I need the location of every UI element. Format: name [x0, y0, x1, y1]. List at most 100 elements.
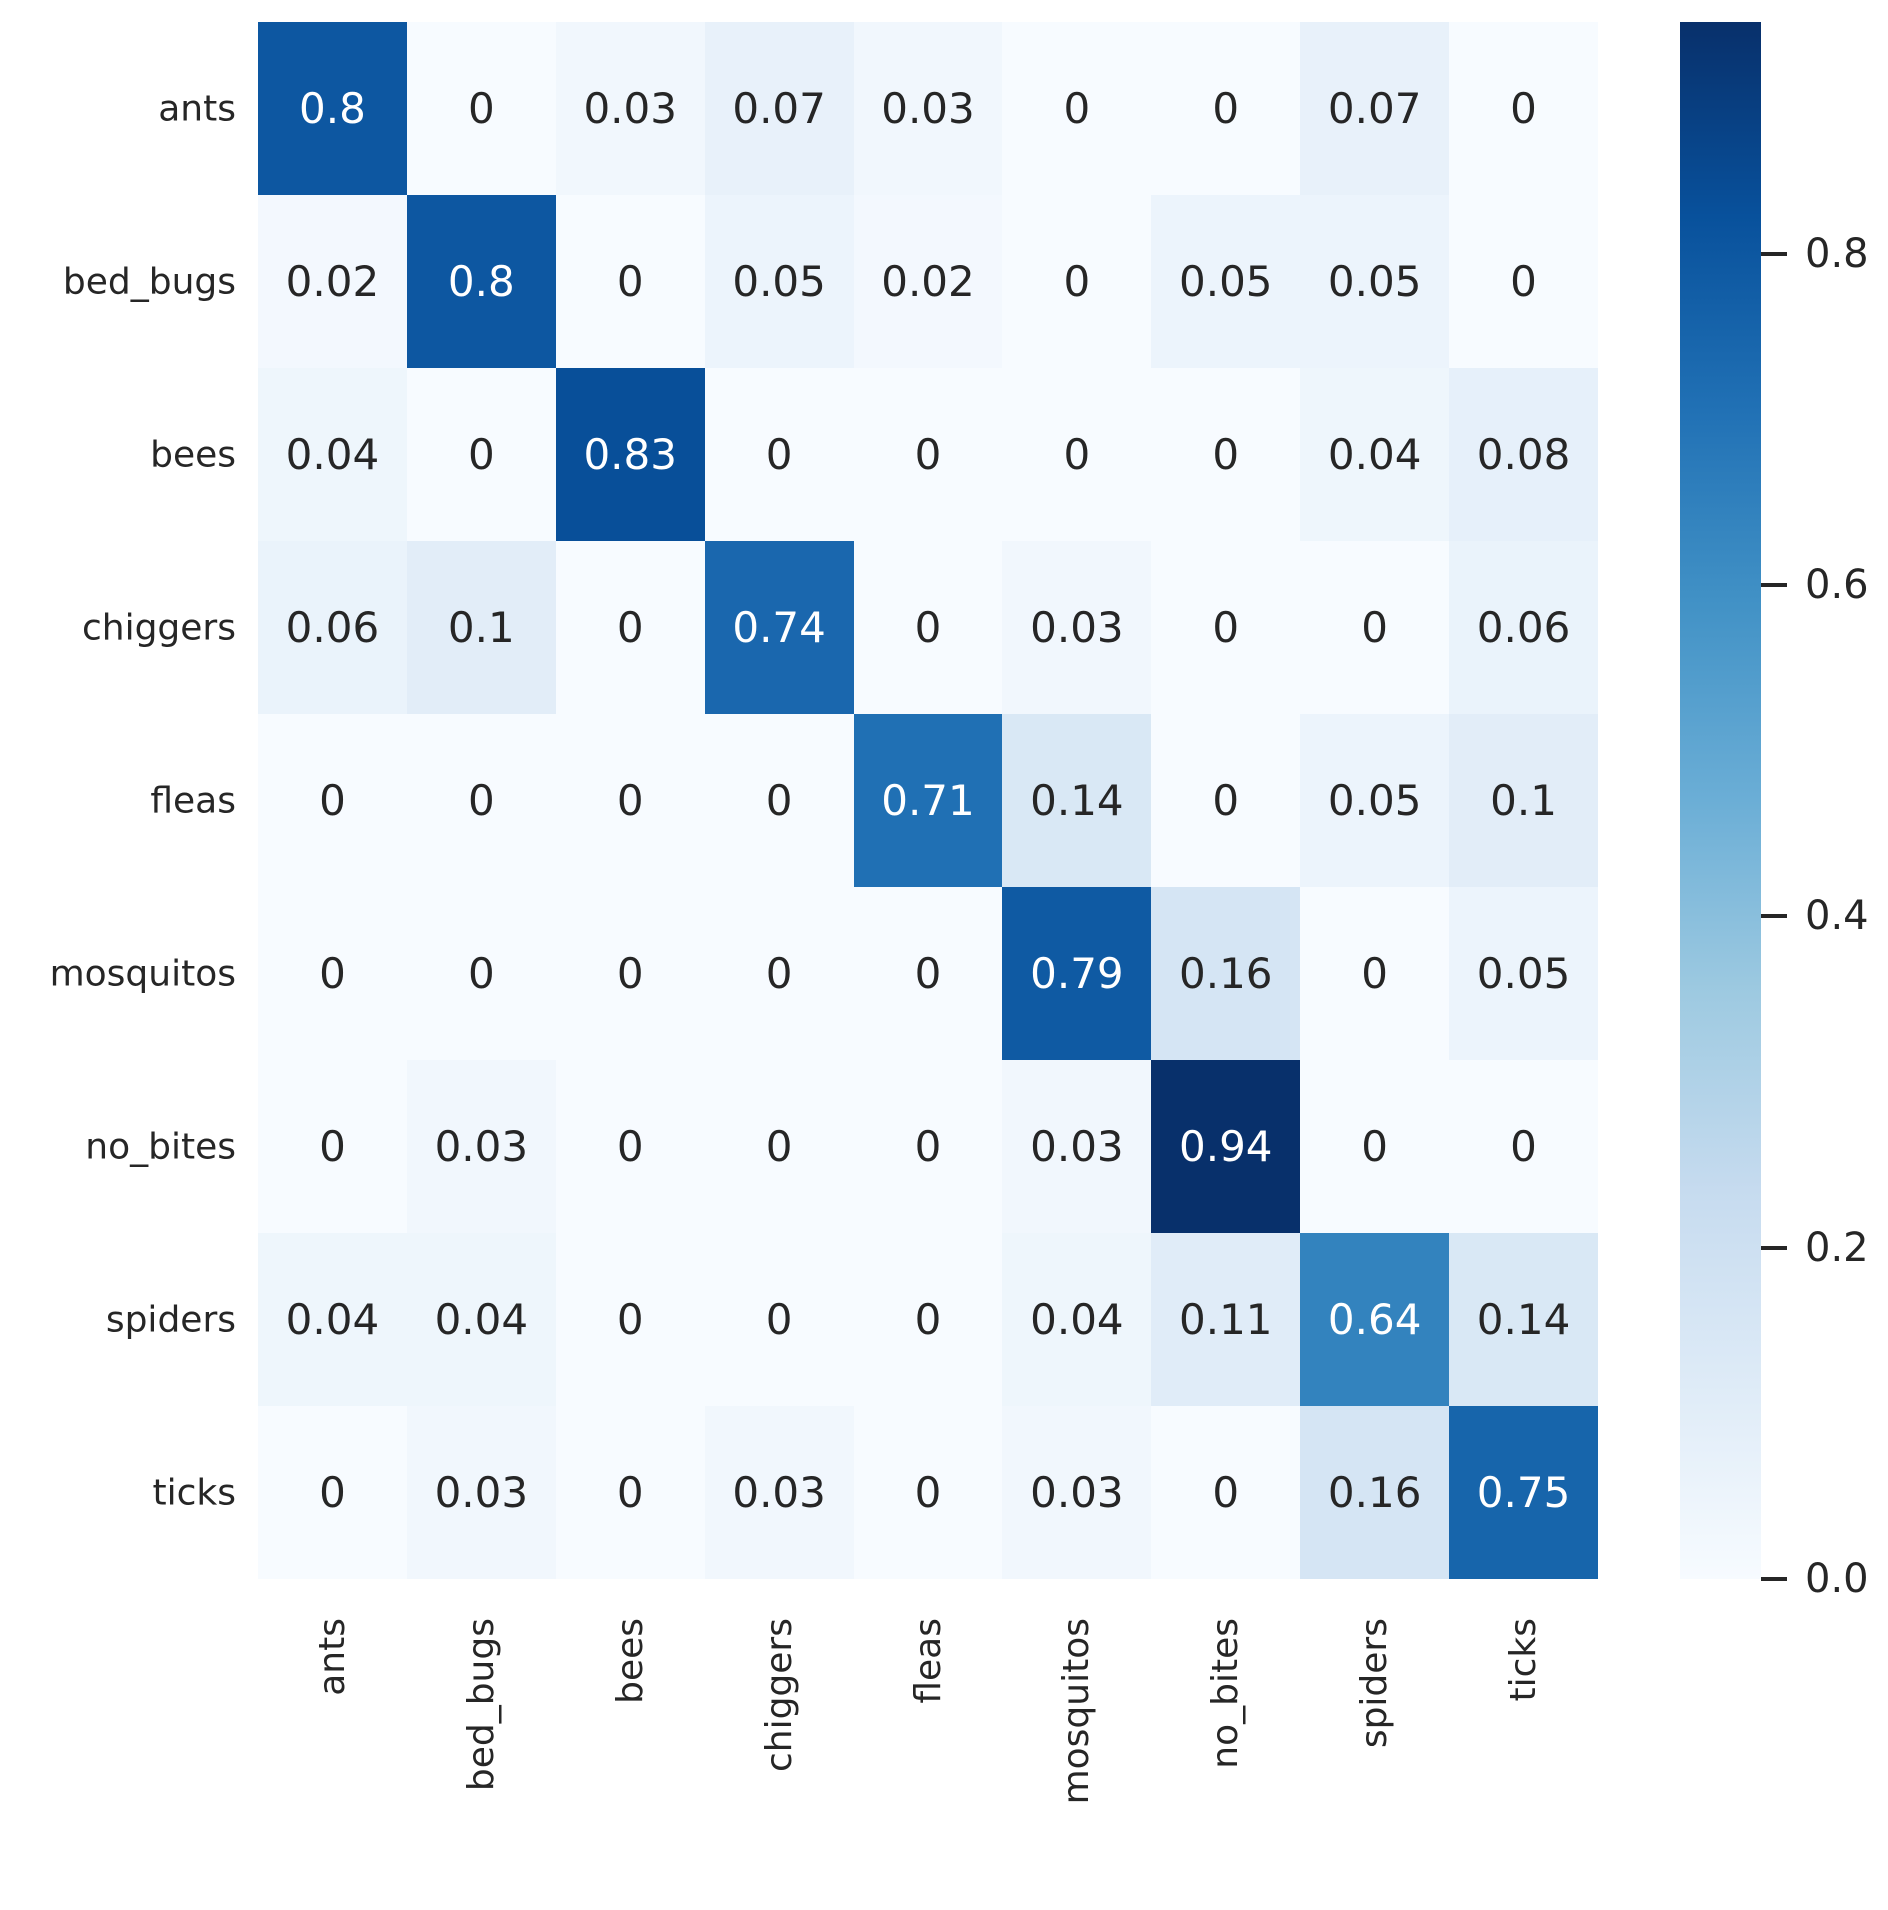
- x-tick-label-spiders: spiders: [1345, 1618, 1405, 1752]
- colorbar-ticks: 0.8 0.6 0.4 0.2 0.0: [1761, 22, 1888, 1602]
- heatmap-cell-chiggers-mosquitos: 0.03: [1002, 541, 1152, 714]
- heatmap-cell-ticks-bees: 0: [555, 1406, 705, 1579]
- cell-value: 0: [467, 948, 495, 998]
- x-tick-label-fleas: fleas: [898, 1618, 958, 1708]
- heatmap-cell-ants-bees: 0.03: [555, 22, 705, 195]
- colorbar-tick-label-0.8: 0.8: [1805, 230, 1869, 277]
- heatmap-cell-fleas-bed_bugs: 0: [406, 714, 556, 887]
- cell-value: 0.03: [1030, 1121, 1124, 1171]
- colorbar-tick-mark: [1761, 914, 1787, 919]
- heatmap-cell-bed_bugs-spiders: 0.05: [1300, 195, 1450, 368]
- y-tick-label-mosquitos: mosquitos: [49, 953, 236, 994]
- heatmap-cell-ticks-spiders: 0.16: [1300, 1406, 1450, 1579]
- heatmap-cell-spiders-bees: 0: [555, 1233, 705, 1406]
- cell-value: 0: [616, 1121, 644, 1171]
- heatmap-cell-ticks-ticks: 0.75: [1449, 1406, 1598, 1579]
- cell-value: 0: [616, 775, 644, 825]
- cell-value: 0: [914, 1294, 942, 1344]
- heatmap-cell-fleas-fleas: 0.71: [853, 714, 1003, 887]
- cell-value: 0.64: [1327, 1294, 1422, 1344]
- cell-value: 0: [319, 948, 346, 998]
- heatmap-cell-bees-mosquitos: 0: [1002, 368, 1152, 541]
- y-tick-label-spiders: spiders: [105, 1299, 236, 1340]
- cell-value: 0: [616, 602, 644, 652]
- cell-value: 0: [467, 429, 495, 479]
- heatmap-cell-chiggers-spiders: 0: [1300, 541, 1450, 714]
- colorbar-tick-mark: [1761, 1245, 1787, 1250]
- heatmap-cell-fleas-mosquitos: 0.14: [1002, 714, 1152, 887]
- heatmap-cell-ants-bed_bugs: 0: [406, 22, 556, 195]
- cell-value: 0.16: [1327, 1467, 1422, 1517]
- heatmap-cell-ticks-no_bites: 0: [1151, 1406, 1301, 1579]
- x-axis-labels: ants bed_bugs bees chiggers fleas mosquitos no…: [258, 1618, 1598, 1910]
- heatmap-cell-fleas-ticks: 0.1: [1449, 714, 1598, 887]
- heatmap-cell-bed_bugs-bees: 0: [555, 195, 705, 368]
- heatmap-grid: 0.8 0 0.03 0.07 0.03 0 0 0.07 0 0.02 0.8 0 0.05 0.02 0…: [258, 22, 1598, 1579]
- x-tick-label-text: bees: [609, 1618, 651, 1704]
- cell-value: 0: [1361, 602, 1389, 652]
- heatmap-cell-mosquitos-ticks: 0.05: [1449, 887, 1598, 1060]
- x-tick-label-text: ants: [311, 1618, 353, 1696]
- cell-value: 0.07: [1327, 83, 1422, 133]
- cell-value: 0: [1510, 1121, 1537, 1171]
- cell-value: 0: [1063, 256, 1091, 306]
- heatmap-cell-spiders-fleas: 0: [853, 1233, 1003, 1406]
- heatmap-cell-ticks-ants: 0: [258, 1406, 407, 1579]
- cell-value: 0: [616, 256, 644, 306]
- cell-value: 0: [1212, 429, 1240, 479]
- heatmap-cell-bed_bugs-ticks: 0: [1449, 195, 1598, 368]
- heatmap-cell-mosquitos-fleas: 0: [853, 887, 1003, 1060]
- heatmap-cell-ants-spiders: 0.07: [1300, 22, 1450, 195]
- cell-value: 0.05: [732, 256, 826, 306]
- heatmap-cell-bees-fleas: 0: [853, 368, 1003, 541]
- heatmap-cell-spiders-chiggers: 0: [704, 1233, 854, 1406]
- y-tick-label-bees: bees: [150, 434, 236, 475]
- cell-value: 0: [1212, 775, 1240, 825]
- y-tick-label-fleas: fleas: [150, 780, 236, 821]
- cell-value: 0: [914, 429, 942, 479]
- cell-value: 0.06: [1476, 602, 1571, 652]
- y-tick-label-ticks: ticks: [152, 1472, 236, 1513]
- heatmap-cell-bees-ants: 0.04: [258, 368, 407, 541]
- heatmap-cell-mosquitos-bed_bugs: 0: [406, 887, 556, 1060]
- cell-value: 0: [616, 1467, 644, 1517]
- cell-value: 0: [319, 775, 346, 825]
- cell-value: 0.16: [1179, 948, 1273, 998]
- cell-value: 0.02: [285, 256, 380, 306]
- cell-value: 0.06: [285, 602, 380, 652]
- heatmap-cell-ants-ants: 0.8: [258, 22, 407, 195]
- cell-value: 0.1: [1490, 775, 1557, 825]
- cell-value: 0.83: [583, 429, 677, 479]
- cell-value: 0.05: [1476, 948, 1571, 998]
- x-tick-label-text: ticks: [1503, 1618, 1545, 1702]
- cell-value: 0: [467, 775, 495, 825]
- heatmap-cell-ants-ticks: 0: [1449, 22, 1598, 195]
- x-tick-label-ants: ants: [302, 1618, 362, 1700]
- cell-value: 0: [914, 1121, 942, 1171]
- cell-value: 0: [765, 775, 793, 825]
- y-tick-label-ants: ants: [158, 88, 236, 129]
- cell-value: 0: [1212, 602, 1240, 652]
- heatmap-cell-ants-no_bites: 0: [1151, 22, 1301, 195]
- cell-value: 0.03: [1030, 1467, 1124, 1517]
- heatmap-cell-mosquitos-chiggers: 0: [704, 887, 854, 1060]
- heatmap-cell-chiggers-bed_bugs: 0.1: [406, 541, 556, 714]
- colorbar-tick-label-0.6: 0.6: [1805, 562, 1869, 609]
- heatmap-cell-fleas-chiggers: 0: [704, 714, 854, 887]
- x-tick-label-text: fleas: [907, 1618, 949, 1704]
- heatmap-cell-ants-chiggers: 0.07: [704, 22, 854, 195]
- heatmap-cell-no_bites-ticks: 0: [1449, 1060, 1598, 1233]
- heatmap-cell-bees-bees: 0.83: [555, 368, 705, 541]
- x-tick-label-text: mosquitos: [1056, 1618, 1098, 1805]
- cell-value: 0.04: [1327, 429, 1422, 479]
- heatmap-cell-bees-spiders: 0.04: [1300, 368, 1450, 541]
- cell-value: 0.02: [881, 256, 975, 306]
- cell-value: 0.04: [285, 429, 380, 479]
- heatmap-cell-bed_bugs-chiggers: 0.05: [704, 195, 854, 368]
- cell-value: 0.05: [1179, 256, 1273, 306]
- heatmap-cell-bed_bugs-ants: 0.02: [258, 195, 407, 368]
- cell-value: 0.07: [732, 83, 826, 133]
- x-tick-label-bees: bees: [600, 1618, 660, 1708]
- cell-value: 0.74: [732, 602, 826, 652]
- heatmap-cell-bees-chiggers: 0: [704, 368, 854, 541]
